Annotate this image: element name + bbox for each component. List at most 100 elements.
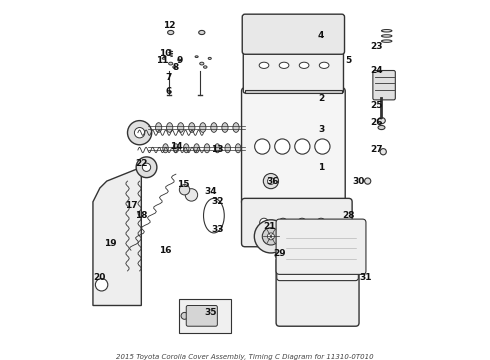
Ellipse shape xyxy=(195,56,198,58)
Text: 12: 12 xyxy=(163,21,175,30)
Polygon shape xyxy=(93,167,141,306)
Text: 5: 5 xyxy=(345,56,352,65)
Text: 21: 21 xyxy=(263,221,275,230)
Ellipse shape xyxy=(162,58,165,59)
Ellipse shape xyxy=(235,144,241,153)
Ellipse shape xyxy=(189,123,195,132)
Ellipse shape xyxy=(378,117,385,124)
Bar xyxy=(245,90,342,93)
Text: 6: 6 xyxy=(166,87,172,96)
Ellipse shape xyxy=(200,62,204,65)
Circle shape xyxy=(275,139,290,154)
Ellipse shape xyxy=(194,144,199,153)
Ellipse shape xyxy=(299,62,309,68)
Ellipse shape xyxy=(167,123,173,132)
FancyBboxPatch shape xyxy=(276,257,359,326)
Text: 1: 1 xyxy=(318,163,324,172)
Circle shape xyxy=(127,121,152,145)
Circle shape xyxy=(255,139,270,154)
Ellipse shape xyxy=(378,125,385,130)
Text: 10: 10 xyxy=(159,49,171,58)
Ellipse shape xyxy=(203,66,207,68)
Ellipse shape xyxy=(208,57,211,59)
Text: 2015 Toyota Corolla Cover Assembly, Timing C Diagram for 11310-0T010: 2015 Toyota Corolla Cover Assembly, Timi… xyxy=(116,354,374,360)
Ellipse shape xyxy=(169,62,173,65)
FancyBboxPatch shape xyxy=(373,71,395,100)
Text: 3: 3 xyxy=(318,125,324,134)
Text: 31: 31 xyxy=(360,273,372,282)
Circle shape xyxy=(185,189,197,201)
Ellipse shape xyxy=(222,123,228,132)
Ellipse shape xyxy=(173,66,176,68)
Text: 17: 17 xyxy=(124,201,137,210)
FancyBboxPatch shape xyxy=(186,306,218,326)
Ellipse shape xyxy=(181,312,188,319)
Ellipse shape xyxy=(177,123,184,132)
Ellipse shape xyxy=(168,30,174,35)
Ellipse shape xyxy=(225,144,230,153)
Circle shape xyxy=(179,185,190,195)
Ellipse shape xyxy=(204,144,210,153)
Ellipse shape xyxy=(380,149,386,155)
Ellipse shape xyxy=(259,62,269,68)
Text: 25: 25 xyxy=(370,100,383,109)
Text: 27: 27 xyxy=(370,145,383,154)
FancyBboxPatch shape xyxy=(242,88,345,205)
Ellipse shape xyxy=(275,253,281,258)
Text: 13: 13 xyxy=(211,145,223,154)
Ellipse shape xyxy=(298,218,306,227)
Text: 22: 22 xyxy=(135,159,147,168)
Ellipse shape xyxy=(279,218,287,227)
Circle shape xyxy=(263,174,278,189)
Circle shape xyxy=(143,163,150,171)
Ellipse shape xyxy=(183,144,189,153)
Circle shape xyxy=(262,228,280,245)
Circle shape xyxy=(268,233,274,240)
Circle shape xyxy=(254,220,288,253)
Text: 2: 2 xyxy=(318,94,324,103)
Text: 35: 35 xyxy=(204,308,217,317)
Ellipse shape xyxy=(215,144,220,153)
Text: 19: 19 xyxy=(104,239,117,248)
Text: 23: 23 xyxy=(370,42,383,51)
Circle shape xyxy=(268,177,274,185)
Ellipse shape xyxy=(260,218,269,227)
Text: 20: 20 xyxy=(94,273,106,282)
Text: 18: 18 xyxy=(135,211,147,220)
Text: 36: 36 xyxy=(267,177,279,186)
Circle shape xyxy=(96,279,108,291)
Ellipse shape xyxy=(163,144,168,153)
Circle shape xyxy=(295,139,310,154)
Ellipse shape xyxy=(178,59,181,61)
Text: 24: 24 xyxy=(370,66,383,75)
Ellipse shape xyxy=(279,62,289,68)
Text: 15: 15 xyxy=(176,180,189,189)
Text: 4: 4 xyxy=(318,31,324,40)
FancyBboxPatch shape xyxy=(242,198,352,247)
Bar xyxy=(179,298,231,333)
Text: 34: 34 xyxy=(204,187,217,196)
Ellipse shape xyxy=(317,218,325,227)
FancyBboxPatch shape xyxy=(277,234,358,280)
Text: 29: 29 xyxy=(273,249,286,258)
Text: 14: 14 xyxy=(170,142,182,151)
Ellipse shape xyxy=(173,144,179,153)
FancyBboxPatch shape xyxy=(242,14,344,54)
Circle shape xyxy=(136,157,157,177)
Text: 32: 32 xyxy=(211,197,223,206)
Ellipse shape xyxy=(200,123,206,132)
Text: 28: 28 xyxy=(343,211,355,220)
Text: 30: 30 xyxy=(353,177,365,186)
Ellipse shape xyxy=(319,62,329,68)
Text: 9: 9 xyxy=(176,56,183,65)
Circle shape xyxy=(134,127,145,138)
Ellipse shape xyxy=(211,123,217,132)
Text: 7: 7 xyxy=(166,73,172,82)
Text: 26: 26 xyxy=(370,118,383,127)
Ellipse shape xyxy=(365,178,371,184)
Ellipse shape xyxy=(233,123,239,132)
Text: 8: 8 xyxy=(173,63,179,72)
Text: 11: 11 xyxy=(156,56,168,65)
FancyBboxPatch shape xyxy=(243,38,343,93)
FancyBboxPatch shape xyxy=(276,219,366,274)
